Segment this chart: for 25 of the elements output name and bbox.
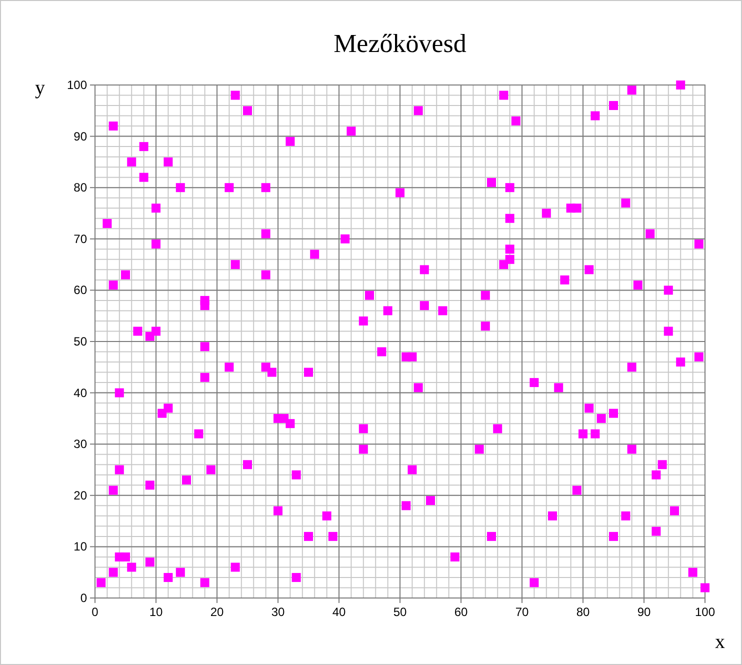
x-tick-label: 0 <box>92 605 99 619</box>
y-tick-label: 100 <box>66 78 88 92</box>
x-tick-label: 50 <box>393 605 407 619</box>
y-tick-label: 90 <box>74 129 88 144</box>
x-tick-label: 80 <box>576 605 590 619</box>
x-axis-title: x <box>715 631 725 653</box>
x-tick-label: 20 <box>210 605 224 619</box>
y-tick-label: 80 <box>74 180 88 195</box>
y-tick-label: 0 <box>80 591 88 605</box>
x-tick-label: 60 <box>454 605 468 619</box>
y-tick-label: 10 <box>74 540 88 554</box>
x-tick-label: 100 <box>694 605 716 619</box>
x-tick-label: 40 <box>332 605 346 619</box>
y-tick-label: 40 <box>74 386 88 400</box>
y-axis-title: y <box>35 77 45 99</box>
y-tick-label: 70 <box>74 232 88 246</box>
y-tick-label: 20 <box>74 488 88 502</box>
x-tick-label: 90 <box>637 605 651 619</box>
x-tick-label: 30 <box>271 605 285 619</box>
y-tick-label: 30 <box>74 437 88 452</box>
chart-title: Mezőkövesd <box>334 29 466 58</box>
x-tick-label: 70 <box>515 605 529 619</box>
y-tick-label: 50 <box>74 334 88 348</box>
y-tick-label: 60 <box>74 283 88 298</box>
x-tick-label: 10 <box>149 605 163 619</box>
